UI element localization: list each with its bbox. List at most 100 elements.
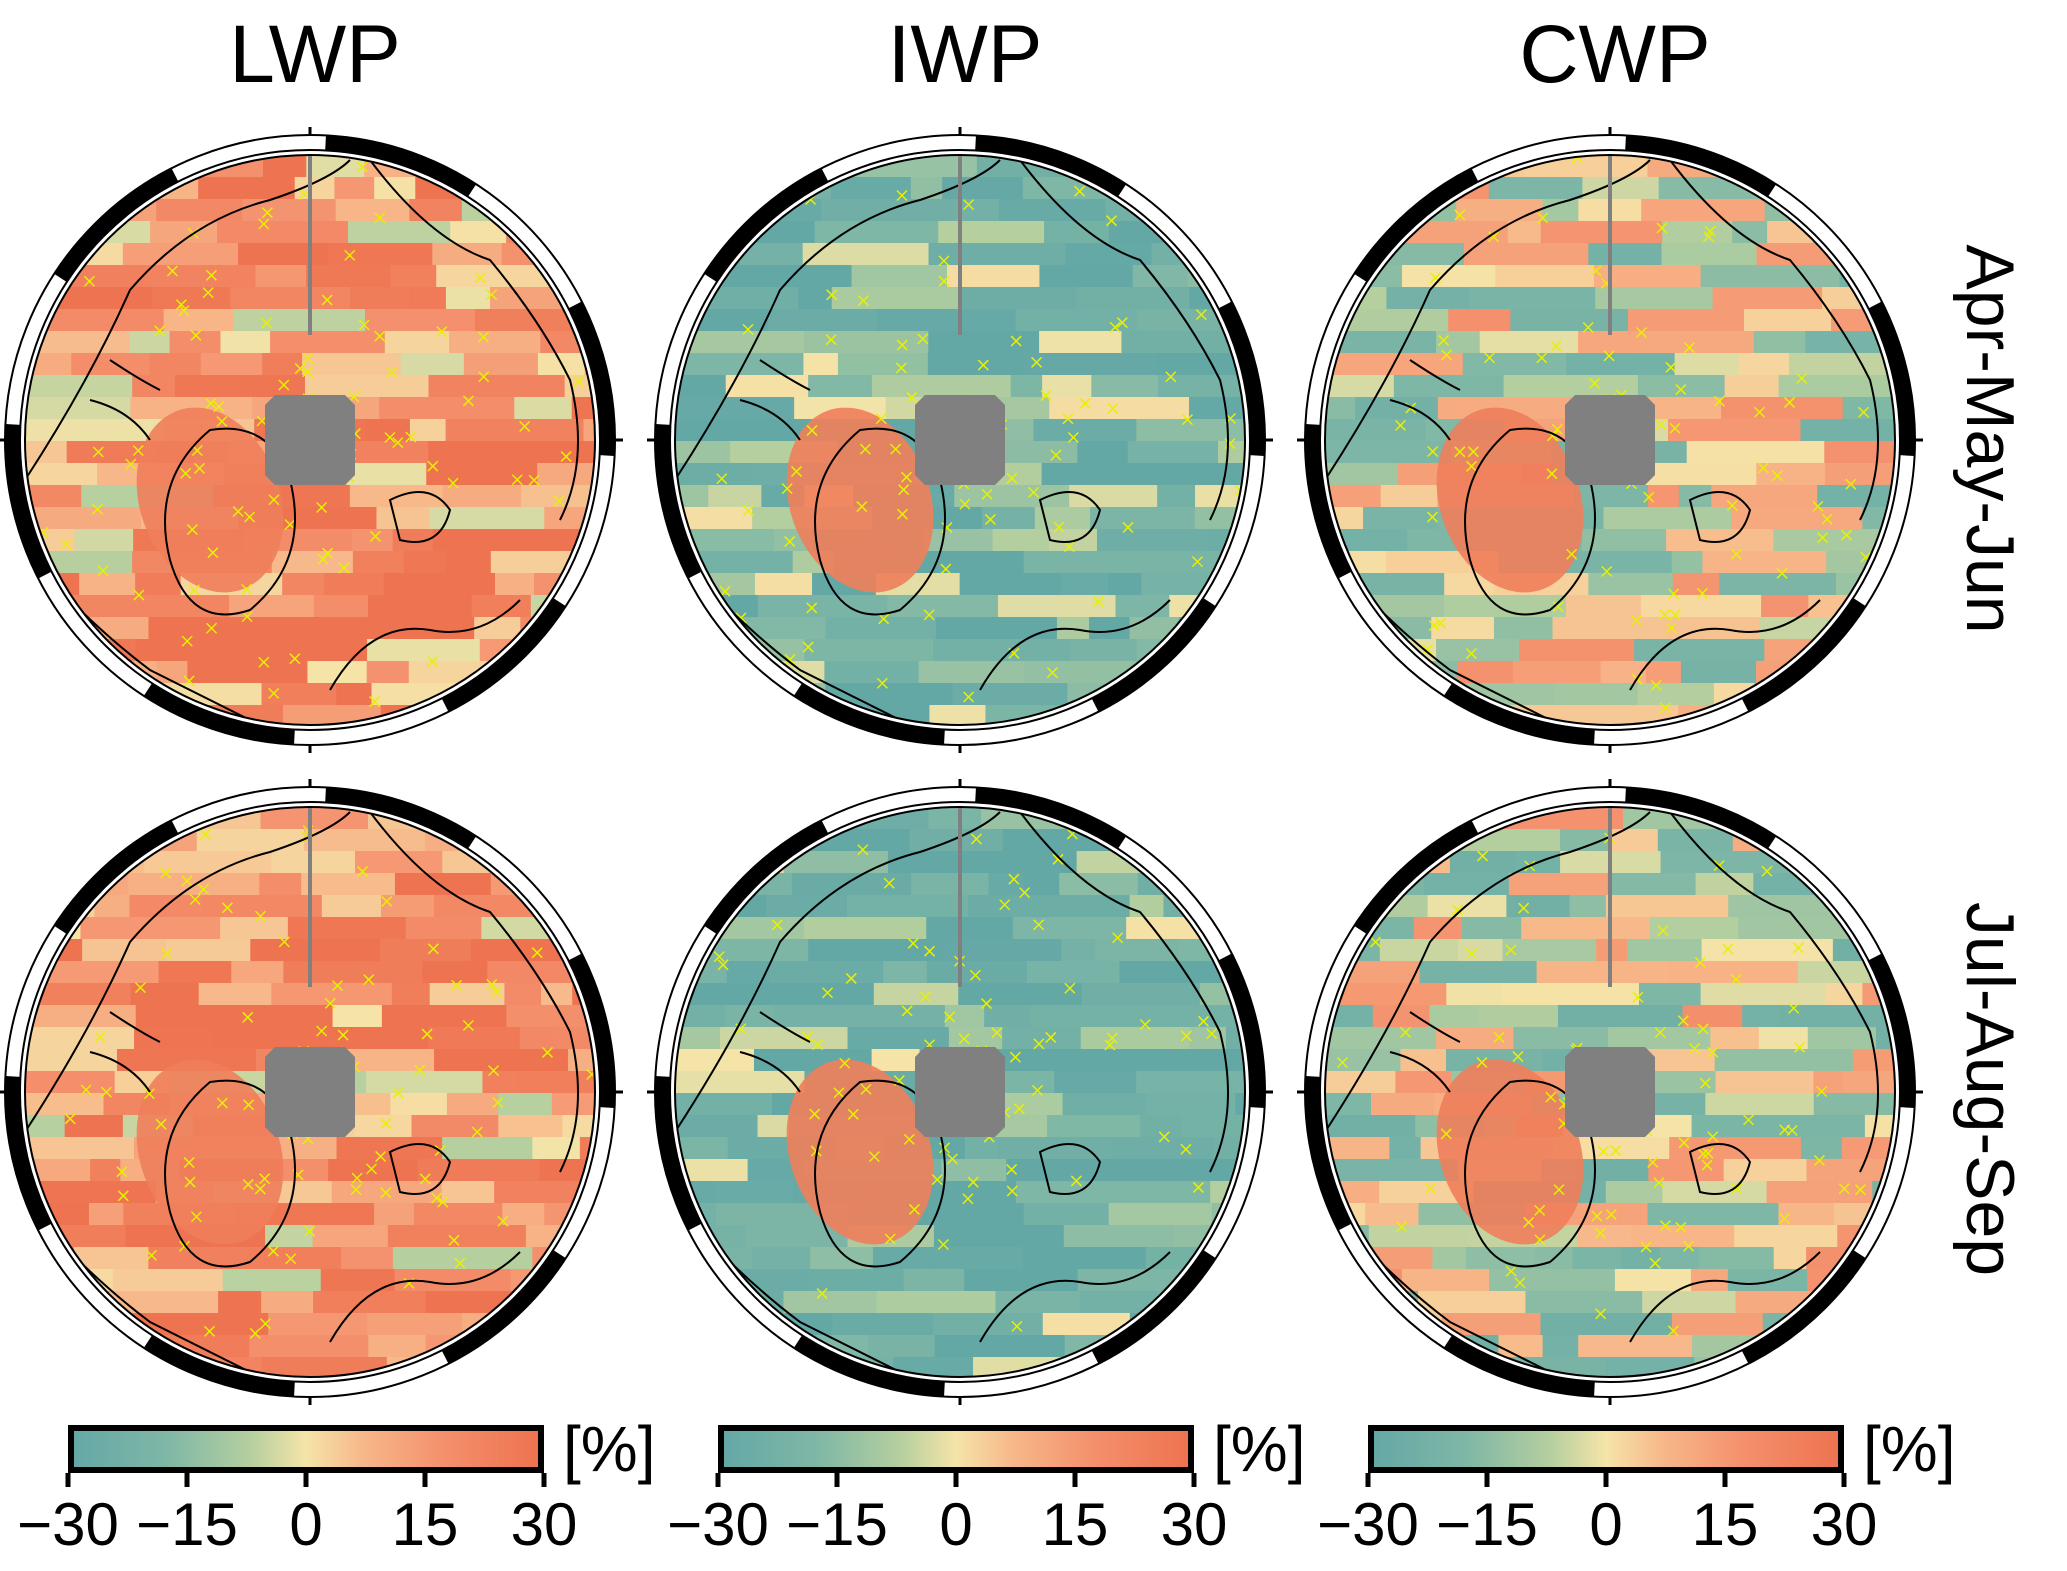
meridian-mask	[958, 807, 962, 987]
map-frame-segment	[143, 1335, 295, 1397]
meridian-mask	[958, 155, 962, 335]
colorbar-tickmark	[1365, 1473, 1371, 1487]
polar-map-panel	[1297, 779, 1923, 1405]
coastlines	[1325, 811, 1879, 1373]
colorbar-cwp	[1368, 1425, 1844, 1473]
map-frame-segment	[54, 820, 179, 935]
map-frame-segment	[1218, 301, 1265, 456]
pole-mask	[265, 1047, 355, 1137]
map-frame-segment	[1443, 683, 1595, 745]
colorbar-tick-label: 30	[510, 1491, 578, 1558]
map-frame-segment	[655, 424, 702, 579]
colorbar-tickmark	[184, 1473, 190, 1487]
map-frame-segment	[5, 424, 52, 579]
map-frame-segment	[793, 683, 945, 745]
coastlines	[675, 159, 1229, 721]
map-frame-segment	[793, 1335, 945, 1397]
colorbar-tickmark	[834, 1473, 840, 1487]
colorbar-tick-label: 15	[1691, 1491, 1759, 1558]
colorbar-unit-iwp: [%]	[1213, 1413, 1306, 1485]
map-frame-segment	[704, 168, 829, 283]
map-frame-segment	[1741, 597, 1866, 712]
coastlines	[675, 811, 1229, 1373]
colorbar-tickmark	[1841, 1473, 1847, 1487]
map-frame-segment	[655, 1076, 702, 1231]
map-frame-segment	[1218, 953, 1265, 1108]
pole-mask	[915, 1047, 1005, 1137]
colorbar-tick-label: −15	[1436, 1491, 1538, 1558]
map-frame-segment	[1868, 301, 1915, 456]
meridian-mask	[1608, 807, 1612, 987]
polar-map-panel	[0, 127, 623, 753]
map-frame-segment	[325, 787, 477, 849]
colorbar-tickmark	[1722, 1473, 1728, 1487]
polar-map-panel	[0, 779, 623, 1405]
colorbar-tickmark	[953, 1473, 959, 1487]
map-frame-segment	[1354, 168, 1479, 283]
polar-map-panel	[1297, 127, 1923, 753]
map-frame-segment	[5, 1076, 52, 1231]
map-frame-segment	[1443, 1335, 1595, 1397]
colorbar-tickmark	[1484, 1473, 1490, 1487]
map-frame-segment	[1625, 787, 1777, 849]
colorbar-lwp	[68, 1425, 544, 1473]
map-frame-segment	[1091, 1249, 1216, 1364]
colorbar-tick-label: −30	[1317, 1491, 1419, 1558]
colorbar-tick-label: −30	[17, 1491, 119, 1558]
map-frame-segment	[1741, 1249, 1866, 1364]
colorbar-unit-cwp: [%]	[1863, 1413, 1956, 1485]
map-frame-segment	[441, 597, 566, 712]
map-frame-segment	[54, 168, 179, 283]
polar-map-panel	[647, 779, 1273, 1405]
colorbar-tick-label: 30	[1160, 1491, 1228, 1558]
colorbar-unit-lwp: [%]	[563, 1413, 656, 1485]
colorbar-tick-label: 0	[939, 1491, 973, 1558]
map-frame-segment	[568, 301, 615, 456]
colorbar-tickmark	[1072, 1473, 1078, 1487]
column-title-iwp: IWP	[887, 9, 1043, 100]
colorbar-tick-label: −30	[667, 1491, 769, 1558]
map-frame-segment	[1305, 1076, 1352, 1231]
colorbar-tickmark	[541, 1473, 547, 1487]
anomaly-field	[1325, 155, 1895, 725]
map-frame-segment	[1868, 953, 1915, 1108]
map-frame-segment	[441, 1249, 566, 1364]
pole-mask	[1565, 395, 1655, 485]
column-title-cwp: CWP	[1519, 9, 1711, 100]
map-frame-segment	[975, 787, 1127, 849]
meridian-mask	[308, 807, 312, 987]
meridian-mask	[308, 155, 312, 335]
colorbar-tick-label: 0	[1589, 1491, 1623, 1558]
map-frame-segment	[1305, 424, 1352, 579]
map-frame-segment	[1354, 820, 1479, 935]
pole-mask	[915, 395, 1005, 485]
colorbar-tickmark	[422, 1473, 428, 1487]
polar-map-panel	[647, 127, 1273, 753]
map-frame-segment	[568, 953, 615, 1108]
colorbar-tick-label: −15	[136, 1491, 238, 1558]
pole-mask	[265, 395, 355, 485]
map-frame-segment	[1091, 597, 1216, 712]
column-title-lwp: LWP	[229, 9, 401, 100]
significance-hatching	[37, 161, 585, 708]
significance-hatching	[1394, 155, 1872, 714]
map-frame-segment	[704, 820, 829, 935]
colorbar-iwp	[718, 1425, 1194, 1473]
colorbar-tickmark	[1603, 1473, 1609, 1487]
row-title-jas: Jul-Aug-Sep	[1952, 901, 2028, 1277]
colorbar-tickmark	[303, 1473, 309, 1487]
colorbar-tick-label: 15	[1041, 1491, 1109, 1558]
colorbar-tick-label: 15	[391, 1491, 459, 1558]
anomaly-field	[1325, 807, 1895, 1377]
pole-mask	[1565, 1047, 1655, 1137]
colorbar-tick-label: 0	[289, 1491, 323, 1558]
map-frame-segment	[143, 683, 295, 745]
colorbar-tick-label: 30	[1810, 1491, 1878, 1558]
colorbar-tick-label: −15	[786, 1491, 888, 1558]
map-frame-segment	[975, 135, 1127, 197]
colorbar-tickmark	[65, 1473, 71, 1487]
meridian-mask	[1608, 155, 1612, 335]
row-title-amj: Apr-May-Jun	[1952, 244, 2028, 634]
map-frame-segment	[325, 135, 477, 197]
colorbar-tickmark	[1191, 1473, 1197, 1487]
